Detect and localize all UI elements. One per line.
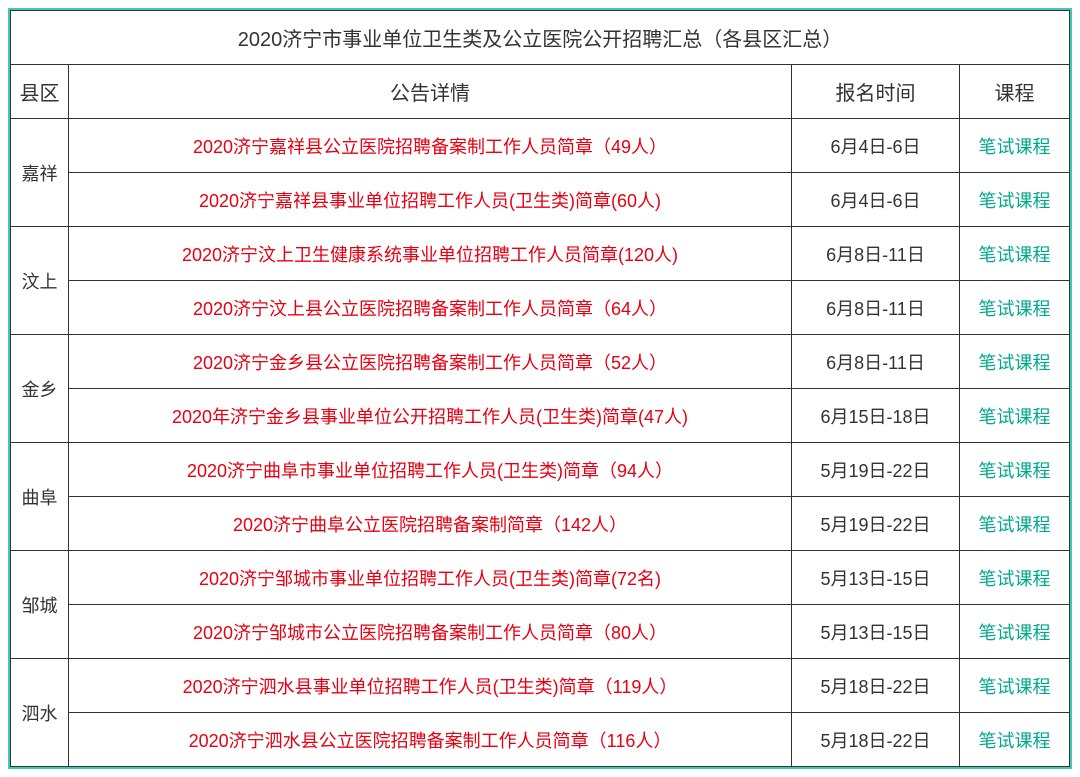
table-row: 2020年济宁金乡县事业单位公开招聘工作人员(卫生类)简章(47人) 6月15日-…	[11, 389, 1070, 443]
detail-cell: 2020济宁泗水县事业单位招聘工作人员(卫生类)简章（119人）	[69, 659, 792, 713]
county-cell: 泗水	[11, 659, 69, 767]
header-detail: 公告详情	[69, 65, 792, 119]
header-time: 报名时间	[792, 65, 960, 119]
time-cell: 6月4日-6日	[792, 173, 960, 227]
detail-cell: 2020济宁曲阜公立医院招聘备案制简章（142人）	[69, 497, 792, 551]
announcement-link[interactable]: 2020济宁曲阜市事业单位招聘工作人员(卫生类)简章（94人）	[187, 461, 673, 481]
time-cell: 6月8日-11日	[792, 335, 960, 389]
course-cell: 笔试课程	[960, 551, 1070, 605]
announcement-link[interactable]: 2020济宁汶上卫生健康系统事业单位招聘工作人员简章(120人)	[182, 245, 678, 265]
course-link[interactable]: 笔试课程	[979, 515, 1051, 535]
course-link[interactable]: 笔试课程	[979, 461, 1051, 481]
detail-cell: 2020济宁邹城市公立医院招聘备案制工作人员简章（80人）	[69, 605, 792, 659]
announcement-link[interactable]: 2020济宁邹城市事业单位招聘工作人员(卫生类)简章(72名)	[199, 569, 661, 589]
table-row: 汶上2020济宁汶上卫生健康系统事业单位招聘工作人员简章(120人)6月8日-1…	[11, 227, 1070, 281]
table-row: 曲阜2020济宁曲阜市事业单位招聘工作人员(卫生类)简章（94人）5月19日-2…	[11, 443, 1070, 497]
course-cell: 笔试课程	[960, 713, 1070, 767]
time-cell: 5月19日-22日	[792, 443, 960, 497]
course-link[interactable]: 笔试课程	[979, 407, 1051, 427]
time-cell: 6月4日-6日	[792, 119, 960, 173]
course-cell: 笔试课程	[960, 281, 1070, 335]
county-cell: 曲阜	[11, 443, 69, 551]
course-cell: 笔试课程	[960, 659, 1070, 713]
table-row: 泗水2020济宁泗水县事业单位招聘工作人员(卫生类)简章（119人）5月18日-…	[11, 659, 1070, 713]
course-cell: 笔试课程	[960, 119, 1070, 173]
detail-cell: 2020济宁泗水县公立医院招聘备案制工作人员简章（116人）	[69, 713, 792, 767]
detail-cell: 2020年济宁金乡县事业单位公开招聘工作人员(卫生类)简章(47人)	[69, 389, 792, 443]
county-cell: 嘉祥	[11, 119, 69, 227]
detail-cell: 2020济宁嘉祥县事业单位招聘工作人员(卫生类)简章(60人)	[69, 173, 792, 227]
detail-cell: 2020济宁嘉祥县公立医院招聘备案制工作人员简章（49人）	[69, 119, 792, 173]
table-row: 2020济宁曲阜公立医院招聘备案制简章（142人） 5月19日-22日笔试课程	[11, 497, 1070, 551]
table-row: 嘉祥2020济宁嘉祥县公立医院招聘备案制工作人员简章（49人）6月4日-6日笔试…	[11, 119, 1070, 173]
course-link[interactable]: 笔试课程	[979, 137, 1051, 157]
course-link[interactable]: 笔试课程	[979, 677, 1051, 697]
announcement-link[interactable]: 2020济宁泗水县公立医院招聘备案制工作人员简章（116人）	[189, 731, 672, 751]
course-cell: 笔试课程	[960, 335, 1070, 389]
time-cell: 6月8日-11日	[792, 281, 960, 335]
course-link[interactable]: 笔试课程	[979, 353, 1051, 373]
time-cell: 5月19日-22日	[792, 497, 960, 551]
time-cell: 5月18日-22日	[792, 713, 960, 767]
detail-cell: 2020济宁金乡县公立医院招聘备案制工作人员简章（52人）	[69, 335, 792, 389]
course-cell: 笔试课程	[960, 605, 1070, 659]
table-title-row: 2020济宁市事业单位卫生类及公立医院公开招聘汇总（各县区汇总）	[11, 11, 1070, 65]
recruitment-table: 2020济宁市事业单位卫生类及公立医院公开招聘汇总（各县区汇总） 县区 公告详情…	[10, 10, 1070, 767]
course-link[interactable]: 笔试课程	[979, 245, 1051, 265]
course-cell: 笔试课程	[960, 497, 1070, 551]
table-row: 2020济宁泗水县公立医院招聘备案制工作人员简章（116人） 5月18日-22日笔…	[11, 713, 1070, 767]
detail-cell: 2020济宁邹城市事业单位招聘工作人员(卫生类)简章(72名)	[69, 551, 792, 605]
course-link[interactable]: 笔试课程	[979, 731, 1051, 751]
announcement-link[interactable]: 2020济宁金乡县公立医院招聘备案制工作人员简章（52人）	[193, 353, 667, 373]
course-link[interactable]: 笔试课程	[979, 191, 1051, 211]
detail-cell: 2020济宁汶上卫生健康系统事业单位招聘工作人员简章(120人)	[69, 227, 792, 281]
table-row: 金乡2020济宁金乡县公立医院招聘备案制工作人员简章（52人）6月8日-11日笔…	[11, 335, 1070, 389]
course-cell: 笔试课程	[960, 173, 1070, 227]
time-cell: 5月18日-22日	[792, 659, 960, 713]
announcement-link[interactable]: 2020济宁嘉祥县公立医院招聘备案制工作人员简章（49人）	[193, 137, 667, 157]
table-header-row: 县区 公告详情 报名时间 课程	[11, 65, 1070, 119]
table-title: 2020济宁市事业单位卫生类及公立医院公开招聘汇总（各县区汇总）	[11, 11, 1070, 65]
course-cell: 笔试课程	[960, 389, 1070, 443]
header-course: 课程	[960, 65, 1070, 119]
time-cell: 6月8日-11日	[792, 227, 960, 281]
course-link[interactable]: 笔试课程	[979, 623, 1051, 643]
announcement-link[interactable]: 2020济宁嘉祥县事业单位招聘工作人员(卫生类)简章(60人)	[199, 191, 661, 211]
course-cell: 笔试课程	[960, 227, 1070, 281]
time-cell: 5月13日-15日	[792, 551, 960, 605]
county-cell: 汶上	[11, 227, 69, 335]
course-link[interactable]: 笔试课程	[979, 569, 1051, 589]
time-cell: 6月15日-18日	[792, 389, 960, 443]
table-row: 邹城2020济宁邹城市事业单位招聘工作人员(卫生类)简章(72名)5月13日-1…	[11, 551, 1070, 605]
time-cell: 5月13日-15日	[792, 605, 960, 659]
announcement-link[interactable]: 2020济宁泗水县事业单位招聘工作人员(卫生类)简章（119人）	[183, 677, 678, 697]
recruitment-table-container: 2020济宁市事业单位卫生类及公立医院公开招聘汇总（各县区汇总） 县区 公告详情…	[8, 8, 1072, 769]
table-row: 2020济宁邹城市公立医院招聘备案制工作人员简章（80人） 5月13日-15日笔试…	[11, 605, 1070, 659]
course-cell: 笔试课程	[960, 443, 1070, 497]
detail-cell: 2020济宁曲阜市事业单位招聘工作人员(卫生类)简章（94人）	[69, 443, 792, 497]
announcement-link[interactable]: 2020济宁汶上县公立医院招聘备案制工作人员简章（64人）	[193, 299, 667, 319]
announcement-link[interactable]: 2020济宁曲阜公立医院招聘备案制简章（142人）	[233, 515, 627, 535]
course-link[interactable]: 笔试课程	[979, 299, 1051, 319]
detail-cell: 2020济宁汶上县公立医院招聘备案制工作人员简章（64人）	[69, 281, 792, 335]
announcement-link[interactable]: 2020年济宁金乡县事业单位公开招聘工作人员(卫生类)简章(47人)	[172, 407, 688, 427]
announcement-link[interactable]: 2020济宁邹城市公立医院招聘备案制工作人员简章（80人）	[193, 623, 667, 643]
header-county: 县区	[11, 65, 69, 119]
table-row: 2020济宁汶上县公立医院招聘备案制工作人员简章（64人） 6月8日-11日笔试课…	[11, 281, 1070, 335]
county-cell: 金乡	[11, 335, 69, 443]
table-row: 2020济宁嘉祥县事业单位招聘工作人员(卫生类)简章(60人) 6月4日-6日笔试…	[11, 173, 1070, 227]
county-cell: 邹城	[11, 551, 69, 659]
